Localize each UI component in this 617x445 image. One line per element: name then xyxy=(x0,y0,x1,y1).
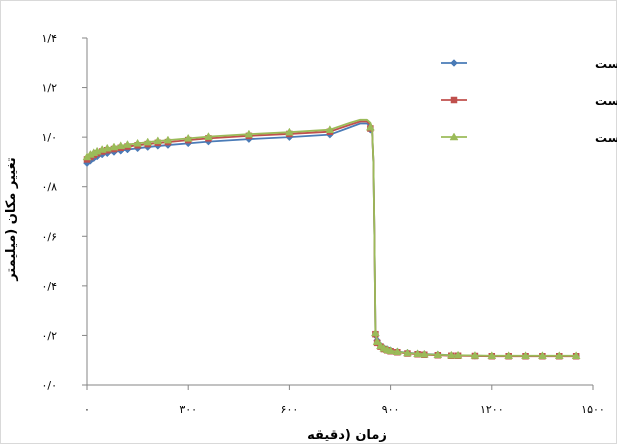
series-3 xyxy=(82,118,581,360)
data-point xyxy=(123,140,132,148)
y-tick-label: ۰/۴ xyxy=(41,280,57,293)
data-point xyxy=(392,347,402,356)
x-tick-label: ۰ xyxy=(84,403,90,416)
data-point xyxy=(470,351,480,359)
data-point xyxy=(372,337,382,345)
x-tick-label: ۹۰۰ xyxy=(382,403,400,416)
data-point xyxy=(325,125,335,133)
series-line xyxy=(86,120,577,358)
series-2 xyxy=(83,120,580,360)
legend-entry: ۲۰٪ حداکثر بار شکست xyxy=(441,94,617,108)
x-axis-title: زمان (دقیقه xyxy=(307,428,387,443)
data-point xyxy=(571,351,581,360)
data-point xyxy=(386,346,396,355)
data-point xyxy=(419,349,429,358)
data-point xyxy=(554,351,564,360)
data-point xyxy=(487,351,497,360)
data-point xyxy=(244,129,254,138)
data-point xyxy=(433,350,443,359)
data-point xyxy=(504,351,514,360)
data-point xyxy=(450,59,458,67)
legend-label: ۱۰٪ حداکثر بار شکست xyxy=(595,57,617,71)
data-point xyxy=(143,137,153,146)
data-point xyxy=(521,351,530,360)
axes: ۰/۰ ۰/۲ ۰/۴ ۰/۶ ۰/۸ ۱/۰ ۱/۲ ۱/۴ ۰ ۳۰۰ ۶۰۰ ۹۰۰ ۱۲۰۰ ۱۵… xyxy=(41,32,604,416)
data-point xyxy=(102,143,112,152)
legend-label: ۲۰٪ حداکثر بار شکست xyxy=(595,94,617,108)
data-point xyxy=(403,348,412,357)
y-tick-label: ۱/۲ xyxy=(41,82,57,95)
legend-entry: ۳۰٪ حداکثر بار شکست xyxy=(441,131,617,145)
series-line xyxy=(86,122,577,357)
x-tick-label: ۱۵۰۰ xyxy=(581,403,605,416)
y-tick-label: ۱/۴ xyxy=(41,32,57,45)
data-point xyxy=(370,328,380,337)
x-tick-label: ۶۰۰ xyxy=(281,403,299,416)
y-axis-title: تغییر مکان (میلیمتر xyxy=(4,157,19,282)
data-point xyxy=(163,135,173,144)
data-point xyxy=(446,350,456,359)
y-tick-label: ۰/۶ xyxy=(41,230,57,243)
data-point xyxy=(153,136,163,145)
series-group xyxy=(82,118,581,360)
data-point xyxy=(453,350,463,359)
legend-entry: ۱۰٪ حداکثر بار شکست xyxy=(441,57,617,71)
y-tick-label: ۱/۰ xyxy=(41,131,57,144)
data-point xyxy=(284,127,294,136)
series-line xyxy=(86,118,577,357)
data-point xyxy=(365,122,375,131)
legend: ۱۰٪ حداکثر بار شکست ۲۰٪ حداکثر بار شکست ۳۰… xyxy=(441,57,617,145)
data-point xyxy=(204,132,213,140)
data-point xyxy=(449,132,459,141)
series-1 xyxy=(83,122,580,360)
data-point xyxy=(116,141,126,150)
data-point xyxy=(133,138,143,147)
data-point xyxy=(183,133,193,142)
y-tick-label: ۰/۰ xyxy=(41,379,57,392)
y-tick-label: ۰/۲ xyxy=(41,329,57,342)
x-tick-label: ۱۲۰۰ xyxy=(480,403,504,416)
data-point xyxy=(109,142,119,151)
data-point xyxy=(413,349,423,358)
y-tick-label: ۰/۸ xyxy=(41,181,57,194)
x-tick-label: ۳۰۰ xyxy=(179,403,197,416)
data-point xyxy=(450,96,458,104)
legend-label: ۳۰٪ حداکثر بار شکست xyxy=(595,131,617,145)
data-point xyxy=(537,351,547,360)
